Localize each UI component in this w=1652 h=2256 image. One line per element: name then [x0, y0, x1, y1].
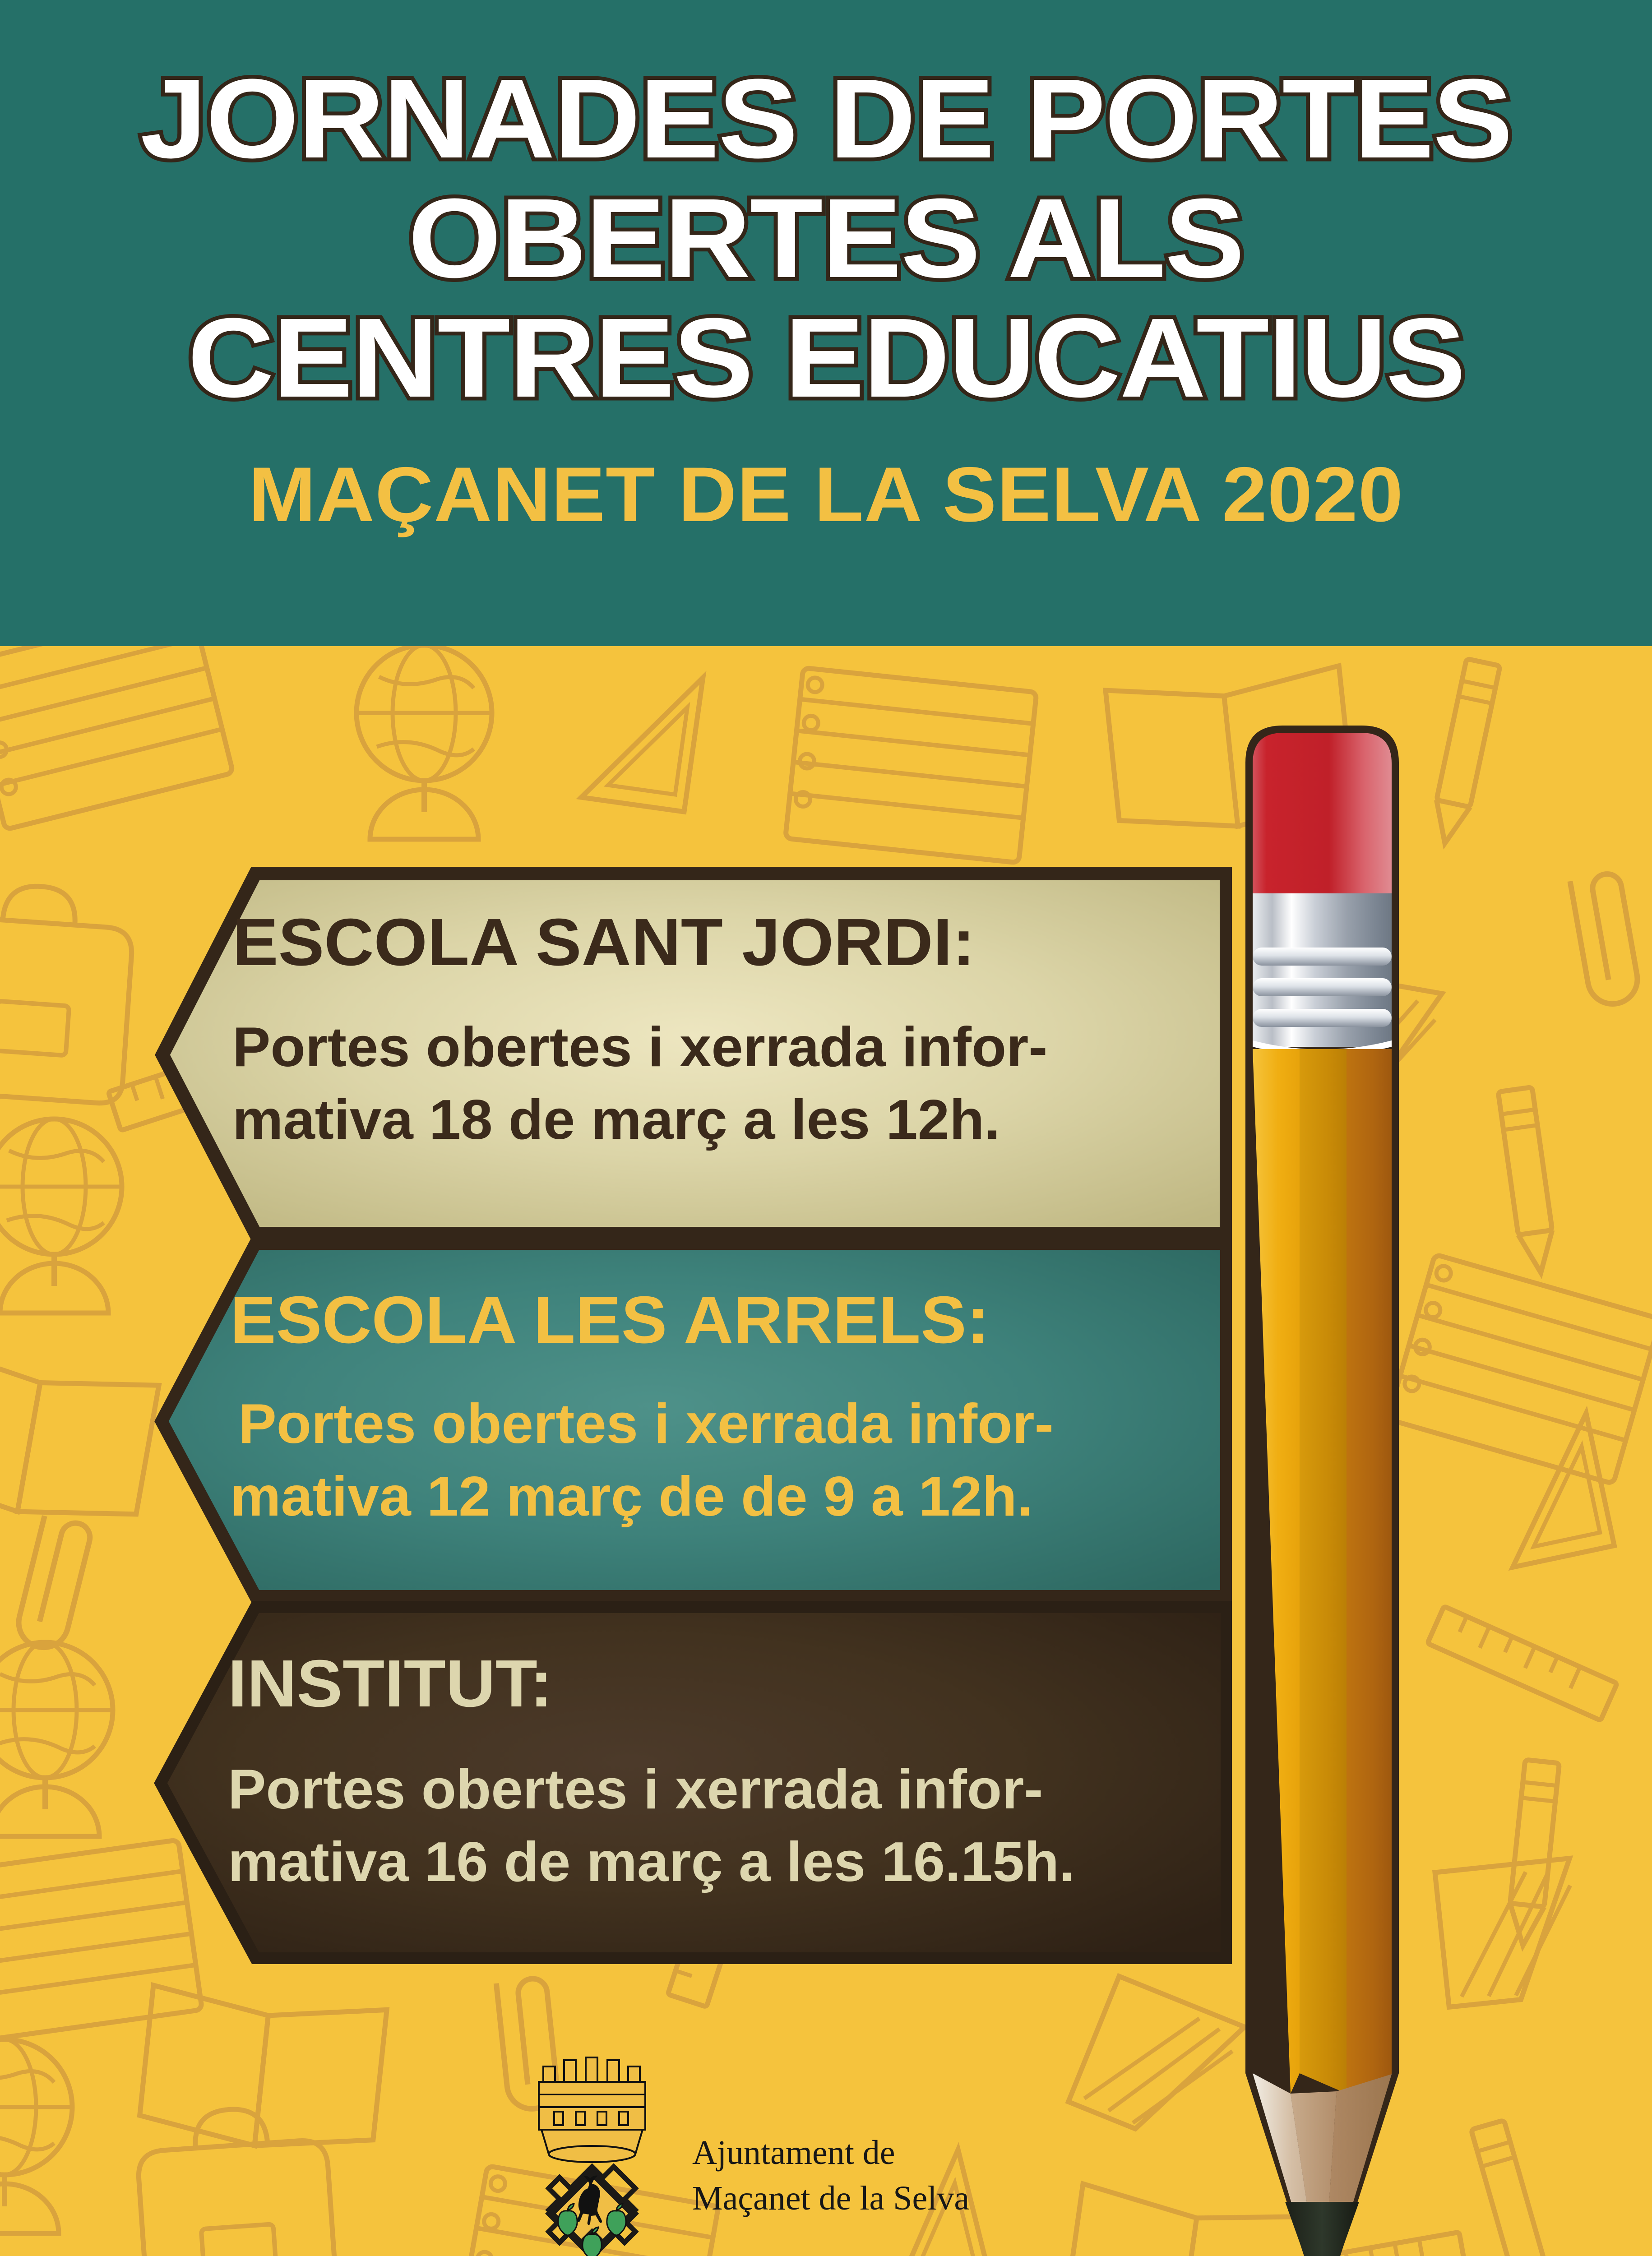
- logo-text-line-1: Ajuntament de: [692, 2134, 895, 2172]
- title-line-3: CENTRES EDUCATIUS: [183, 294, 1469, 421]
- banner-escola-sant-jordi: ESCOLA SANT JORDI: Portes obertes i xerr…: [135, 866, 1232, 1241]
- logo-text-line-2: Maçanet de la Selva: [692, 2179, 970, 2217]
- poster-subtitle: MAÇANET DE LA SELVA 2020: [248, 451, 1404, 538]
- title-line-1: JORNADES DE PORTES: [136, 55, 1517, 182]
- logo-text: Ajuntament de Maçanet de la Selva: [692, 2130, 969, 2221]
- banner-institut: INSTITUT: Portes obertes i xerrada infor…: [135, 1601, 1232, 1966]
- municipal-coat-of-arms: [532, 2048, 681, 2256]
- mural-crown-icon: [538, 2057, 646, 2163]
- lozenge-shield-icon: [545, 2163, 639, 2256]
- footer-logo: Ajuntament de Maçanet de la Selva: [532, 2044, 1029, 2256]
- title-line-2: OBERTES ALS: [404, 175, 1249, 302]
- poster-header: JORNADES DE PORTES OBERTES ALS CENTRES E…: [0, 0, 1652, 646]
- pencil-illustration: [1245, 726, 1399, 2256]
- apples-icon: [557, 2203, 627, 2256]
- goat-icon: [577, 2175, 602, 2225]
- banner-escola-les-arrels: ESCOLA LES ARRELS: Portes obertes i xerr…: [135, 1237, 1232, 1603]
